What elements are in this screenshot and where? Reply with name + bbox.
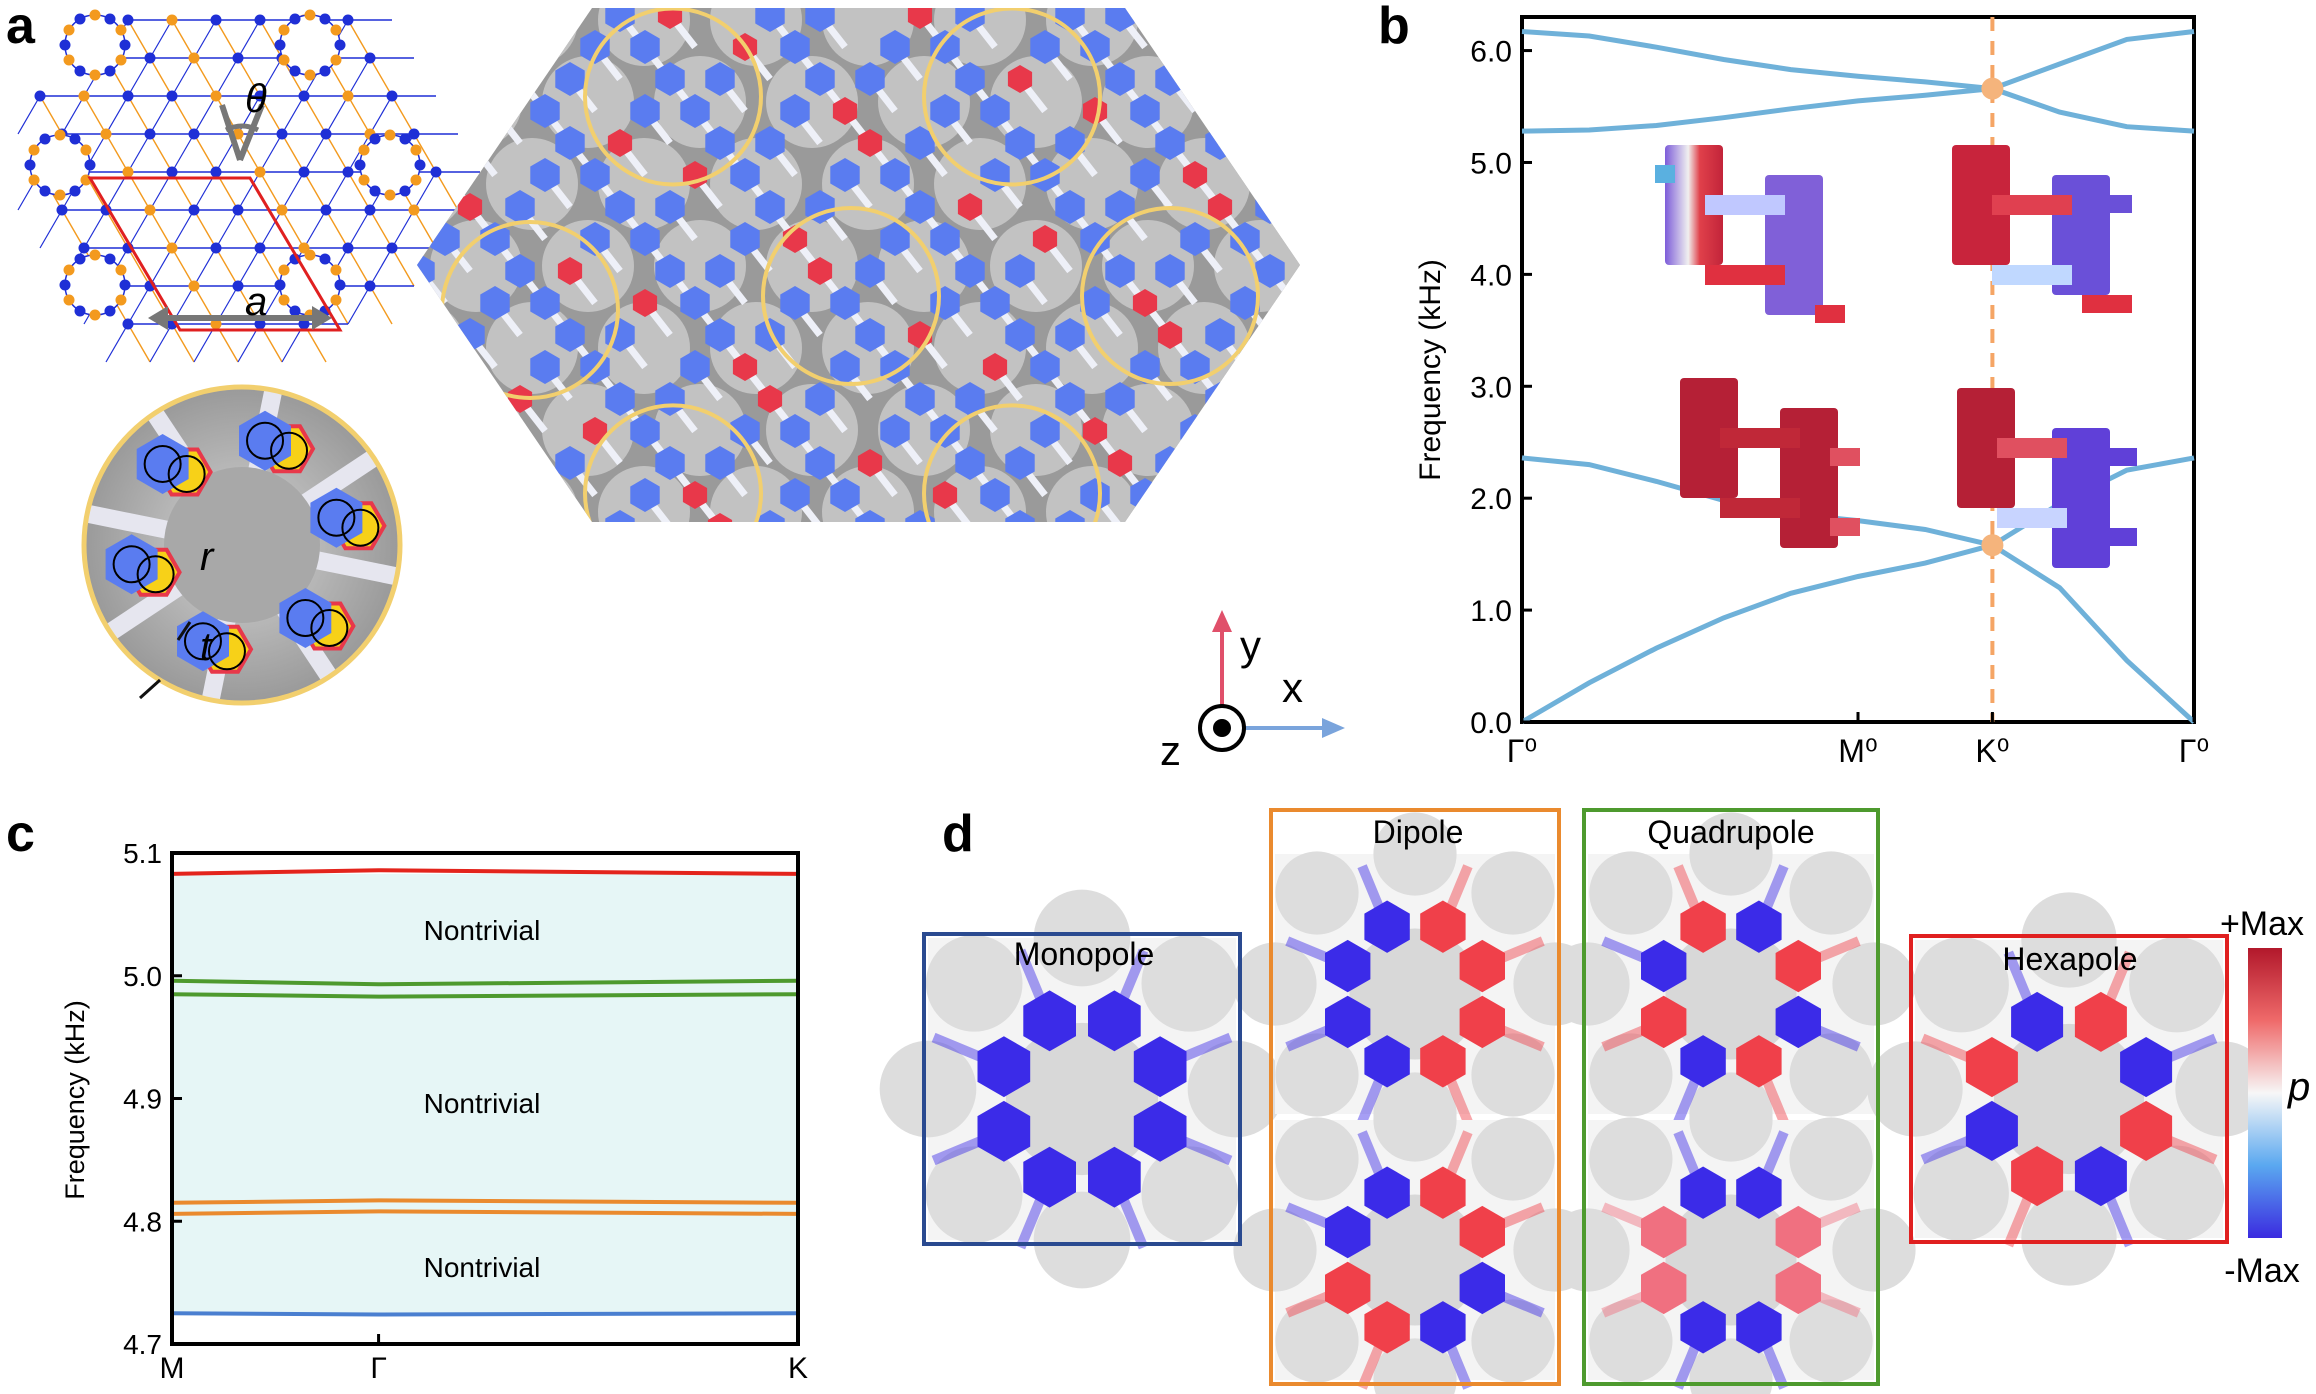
mode-label-hexapole: Hexapole [2002,941,2137,977]
nontrivial-gap-shade [172,873,798,1314]
ring-closeup: r t [81,384,403,706]
theta-arc [224,123,260,133]
gap-label-2: Nontrivial [424,1088,541,1119]
quadrupole-frame [1582,808,1880,1386]
gap-label-1: Nontrivial [424,915,541,946]
hexapole-frame [1909,934,2229,1244]
b-ytick-label-2: 2.0 [1470,483,1512,516]
b-ytick-label-6: 6.0 [1470,36,1512,69]
hexapole-field [1867,892,2271,1286]
panel-letter-b: b [1378,0,1410,55]
b-xtick-label-3: Γ⁰ [2179,733,2209,769]
lattice-schematic: θ a [17,9,480,363]
c-ytick-label-2: 4.9 [123,1084,162,1115]
b-ytick-label-1: 1.0 [1470,595,1512,628]
colorbar [2248,948,2282,1238]
c-xtick-label-1: Γ [370,1352,387,1385]
axis-triad: y x z [1160,610,1345,774]
band-line-3 [1521,29,2195,92]
b-xtick-label-0: Γ⁰ [1507,733,1537,769]
band-chart-b-ylabel: Frequency (kHz) [1414,259,1447,481]
a-label: a [245,280,267,324]
z-axis-label: z [1160,727,1181,774]
c-ytick-label-3: 5.0 [123,961,162,992]
band-chart-b-frame [1520,15,2196,724]
r-label: r [200,535,215,579]
panel-letter-c: c [6,805,35,863]
c-band-line-1 [171,978,799,987]
lattice-rings [24,9,426,321]
band-chart-c-ylabel: Frequency (kHz) [60,1000,90,1200]
theta-label: θ [245,77,267,121]
a-arrow-head-left [148,306,168,330]
band-line-0 [1520,542,2196,725]
b-xtick-label-2: K⁰ [1975,733,2009,769]
c-band-line-2 [171,992,799,999]
c-ytick-label-4: 5.1 [123,838,162,869]
eigenmode-insets [1655,145,2137,568]
band-line-2 [1521,86,2195,134]
c-ytick-label-1: 4.8 [123,1206,162,1237]
y-axis-label: y [1240,622,1261,669]
a-arrow-head-right [312,306,332,330]
t-label: t [200,625,213,669]
mode-label-quadrupole: Quadrupole [1647,814,1814,850]
b-ytick-label-4: 4.0 [1470,259,1512,292]
c-ytick-label-0: 4.7 [123,1329,162,1360]
quadrupole-field-bottom [1546,1078,1916,1394]
band-chart-c-frame [170,851,800,1346]
b-ytick-label-5: 5.0 [1470,147,1512,180]
b-ytick-label-0: 0.0 [1470,707,1512,740]
b-xtick-label-1: M⁰ [1838,733,1877,769]
c-xtick-label-2: K [788,1352,808,1385]
c-band-line-0 [171,868,799,876]
monopole-field [879,889,1285,1289]
panel-letter-a: a [6,0,35,55]
theta-angle-arrow [219,103,265,162]
c-xtick-label-0: M [160,1352,185,1385]
dirac-point-1 [1981,534,2004,557]
colorbar-max-label: +Max [2220,905,2304,943]
mode-profiles: Monopole Dipole Quadrupole Hexapole +Max… [879,808,2310,1394]
monopole-frame [922,932,1242,1246]
colorbar-symbol: p [2287,1065,2310,1109]
dirac-point-0 [1981,77,2004,100]
c-band-line-3 [171,1198,799,1205]
dipole-field-top [1233,812,1597,1156]
c-band-line-5 [171,1311,799,1317]
b-ytick-label-3: 3.0 [1470,371,1512,404]
hex-crystal-render [417,8,1300,522]
dipole-field-bottom [1233,1078,1597,1394]
gap-label-3: Nontrivial [424,1252,541,1283]
colorbar-min-label: -Max [2224,1252,2300,1290]
panel-letter-d: d [942,805,974,863]
band-chart-c: 4.7 4.8 4.9 5.0 5.1 M Γ K Frequency (kHz) Nontr… [60,838,808,1385]
mode-label-dipole: Dipole [1373,814,1464,850]
mode-label-monopole: Monopole [1014,936,1155,972]
c-band-line-4 [171,1209,799,1216]
dipole-frame [1269,808,1561,1386]
band-chart-b: 0.0 1.0 2.0 3.0 4.0 5.0 6.0 Γ⁰ M⁰ K⁰ Γ⁰ [1414,15,2209,769]
x-axis-label: x [1282,664,1303,711]
unit-cell-outline [87,176,343,332]
